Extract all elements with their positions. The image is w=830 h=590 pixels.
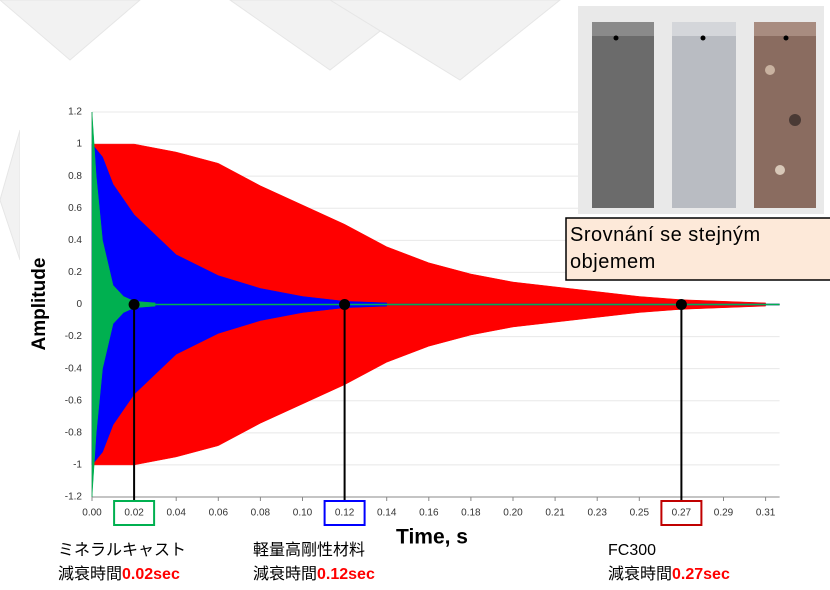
x-tick-label: 0.14 [377,508,397,519]
decay-marker [339,299,350,310]
y-tick-label: -0.8 [65,427,83,438]
y-tick-label: -1 [73,460,82,471]
decay-caption: 減衰時間0.12sec [253,565,375,583]
x-tick-label: 0.23 [587,508,607,519]
y-tick-label: 1.2 [68,107,82,118]
x-tick-label: 0.27 [672,508,692,519]
decay-marker [676,299,687,310]
x-tick-label: 0.08 [251,508,271,519]
decay-time: 0.27sec [672,566,730,583]
y-tick-label: 0.6 [68,203,82,214]
x-tick-label: 0.04 [166,508,186,519]
y-tick-label: -0.4 [65,363,83,374]
material-label: ミネラルキャスト [58,541,186,559]
x-tick-label: 0.02 [124,508,144,519]
decay-caption: 減衰時間0.27sec [608,565,730,583]
y-tick-label: 0.8 [68,171,82,182]
decay-time: 0.12sec [317,566,375,583]
y-axis-label: Amplitude [29,258,50,351]
material-label: FC300 [608,542,656,559]
decay-caption-text: 減衰時間 [253,565,317,583]
x-tick-label: 0.06 [209,508,229,519]
chart: 1.210.80.60.40.20-0.2-0.4-0.6-0.8-1-1.20… [0,0,830,585]
x-tick-label: 0.12 [335,508,355,519]
material-label: 軽量高剛性材料 [253,541,365,559]
note-holder: Srovnání se stejným objemem [570,222,830,280]
x-tick-label: 0.21 [545,508,565,519]
y-tick-label: 0.2 [68,267,82,278]
decay-caption-text: 減衰時間 [608,565,672,583]
decay-time: 0.02sec [122,566,180,583]
x-tick-label: 0.29 [714,508,734,519]
x-tick-label: 0.31 [756,508,776,519]
decay-caption: 減衰時間0.02sec [58,565,180,583]
y-tick-label: -0.2 [65,331,83,342]
y-tick-label: -0.6 [65,395,83,406]
x-tick-label: 0.18 [461,508,481,519]
x-tick-label: 0.25 [630,508,650,519]
x-axis-label: Time, s [396,526,468,549]
y-tick-label: 0 [76,299,82,310]
y-tick-label: -1.2 [65,492,83,503]
x-tick-label: 0.00 [82,508,102,519]
x-tick-label: 0.10 [293,508,313,519]
page: 1.210.80.60.40.20-0.2-0.4-0.6-0.8-1-1.20… [0,0,830,585]
x-tick-label: 0.20 [503,508,523,519]
y-tick-label: 1 [76,139,82,150]
x-tick-label: 0.16 [419,508,439,519]
note: Srovnání se stejným objemem [570,222,830,276]
decay-caption-text: 減衰時間 [58,565,122,583]
y-tick-label: 0.4 [68,235,82,246]
decay-marker [129,299,140,310]
photo [578,6,824,214]
